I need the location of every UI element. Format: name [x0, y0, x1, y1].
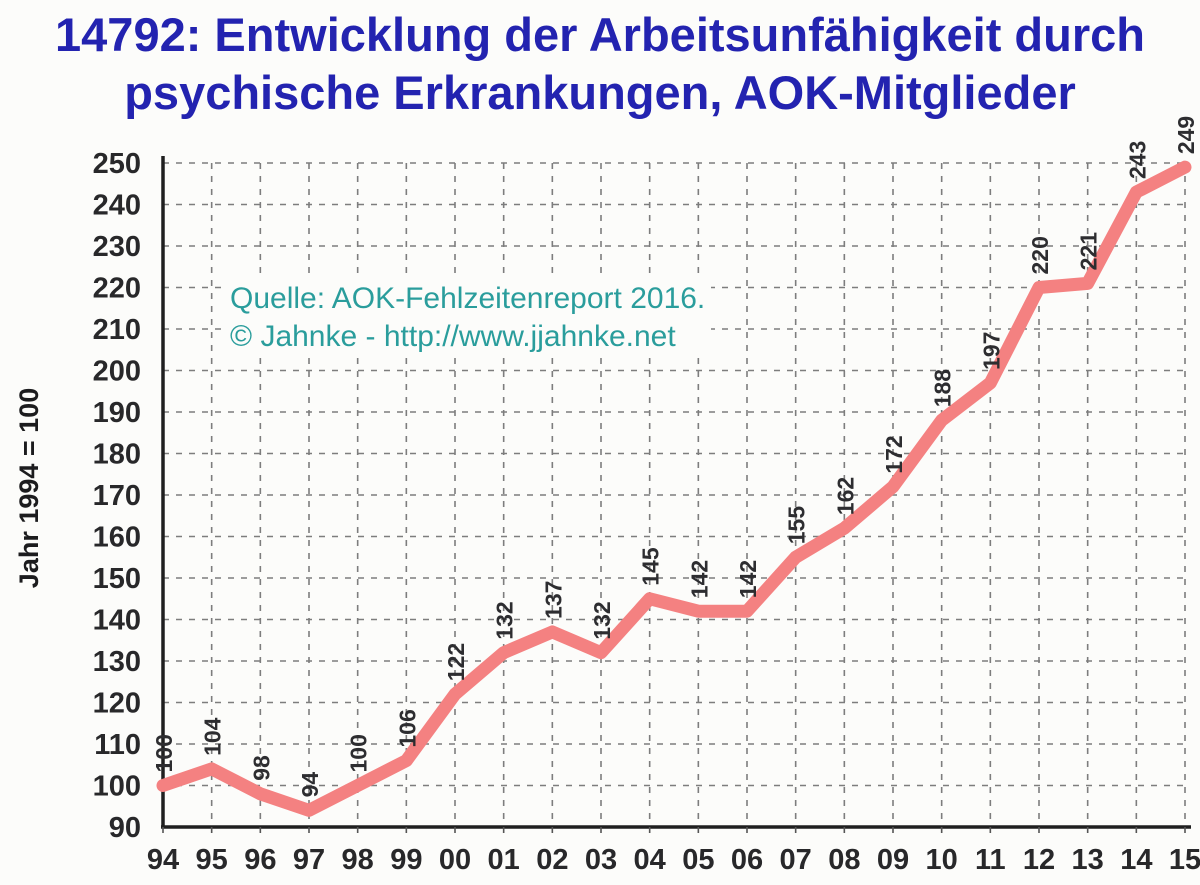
- y-tick-label: 160: [93, 522, 141, 554]
- data-label: 98: [248, 755, 274, 781]
- y-tick-label: 140: [93, 605, 141, 637]
- data-label: 221: [1076, 232, 1102, 271]
- source-annotation: Quelle: AOK-Fehlzeitenreport 2016. © Jah…: [228, 280, 712, 358]
- x-tick-label: 00: [439, 844, 471, 876]
- y-tick-label: 210: [93, 314, 141, 346]
- data-label: 104: [200, 717, 226, 756]
- chart-title-line2: psychische Erkrankungen, AOK-Mitglieder: [124, 66, 1076, 119]
- data-label: 142: [735, 560, 761, 598]
- chart-title-line1: 14792: Entwicklung der Arbeitsunfähigkei…: [55, 8, 1145, 61]
- y-tick-label: 240: [93, 190, 141, 222]
- x-tick-label: 07: [780, 844, 812, 876]
- y-tick-label: 170: [93, 480, 141, 512]
- x-tick-label: 09: [877, 844, 909, 876]
- source-line: Quelle: AOK-Fehlzeitenreport 2016.: [230, 282, 706, 315]
- x-tick-label: 99: [390, 844, 422, 876]
- data-label: 94: [297, 772, 323, 798]
- y-tick-label: 200: [93, 356, 141, 388]
- y-tick-label: 250: [93, 148, 141, 180]
- data-label: 243: [1124, 141, 1150, 179]
- data-label: 172: [881, 435, 907, 473]
- x-tick-label: 01: [488, 844, 520, 876]
- y-tick-label: 100: [93, 771, 141, 803]
- data-label: 106: [394, 709, 420, 747]
- x-tick-label: 13: [1072, 844, 1104, 876]
- x-tick-label: 11: [975, 844, 1006, 876]
- y-tick-label: 90: [109, 812, 141, 844]
- x-tick-label: 10: [926, 844, 958, 876]
- data-label: 145: [638, 547, 664, 586]
- data-label: 100: [346, 734, 372, 772]
- data-label: 122: [443, 643, 469, 681]
- x-tick-label: 05: [682, 844, 714, 876]
- y-tick-label: 130: [93, 646, 141, 678]
- y-tick-label: 120: [93, 688, 141, 720]
- x-tick-label: 04: [634, 844, 666, 876]
- data-label: 162: [832, 477, 858, 515]
- data-label: 100: [151, 734, 177, 772]
- copyright-link-line: © Jahnke - http://www.jjahnke.net: [230, 320, 676, 353]
- x-tick-label: 14: [1120, 844, 1152, 876]
- data-label: 132: [492, 601, 518, 639]
- data-label: 197: [978, 332, 1004, 370]
- y-tick-label: 110: [94, 729, 141, 761]
- y-tick-label: 230: [93, 231, 141, 263]
- y-tick-label: 220: [93, 273, 141, 305]
- x-tick-label: 02: [536, 844, 568, 876]
- x-tick-label: 97: [293, 844, 325, 876]
- y-tick-label: 180: [93, 439, 141, 471]
- series-line: [156, 160, 1192, 817]
- x-tick-label: 15: [1169, 844, 1200, 876]
- y-axis-title: Jahr 1994 = 100: [14, 388, 44, 588]
- x-tick-label: 12: [1023, 844, 1055, 876]
- x-tick-label: 08: [828, 844, 860, 876]
- y-tick-label: 150: [93, 563, 141, 595]
- data-label: 188: [930, 369, 956, 408]
- x-tick-label: 95: [196, 844, 228, 876]
- x-tick-label: 06: [731, 844, 763, 876]
- data-label: 155: [784, 506, 810, 545]
- x-tick-label: 94: [147, 844, 179, 876]
- data-label: 142: [686, 560, 712, 598]
- x-tick-label: 98: [342, 844, 374, 876]
- x-tick-label: 03: [585, 844, 617, 876]
- data-label: 132: [589, 601, 615, 639]
- data-label: 249: [1173, 116, 1199, 154]
- data-label: 220: [1027, 236, 1053, 274]
- y-tick-label: 190: [93, 397, 141, 429]
- x-tick-label: 96: [244, 844, 276, 876]
- data-label: 137: [540, 581, 566, 619]
- chart-title: 14792: Entwicklung der Arbeitsunfähigkei…: [0, 6, 1200, 122]
